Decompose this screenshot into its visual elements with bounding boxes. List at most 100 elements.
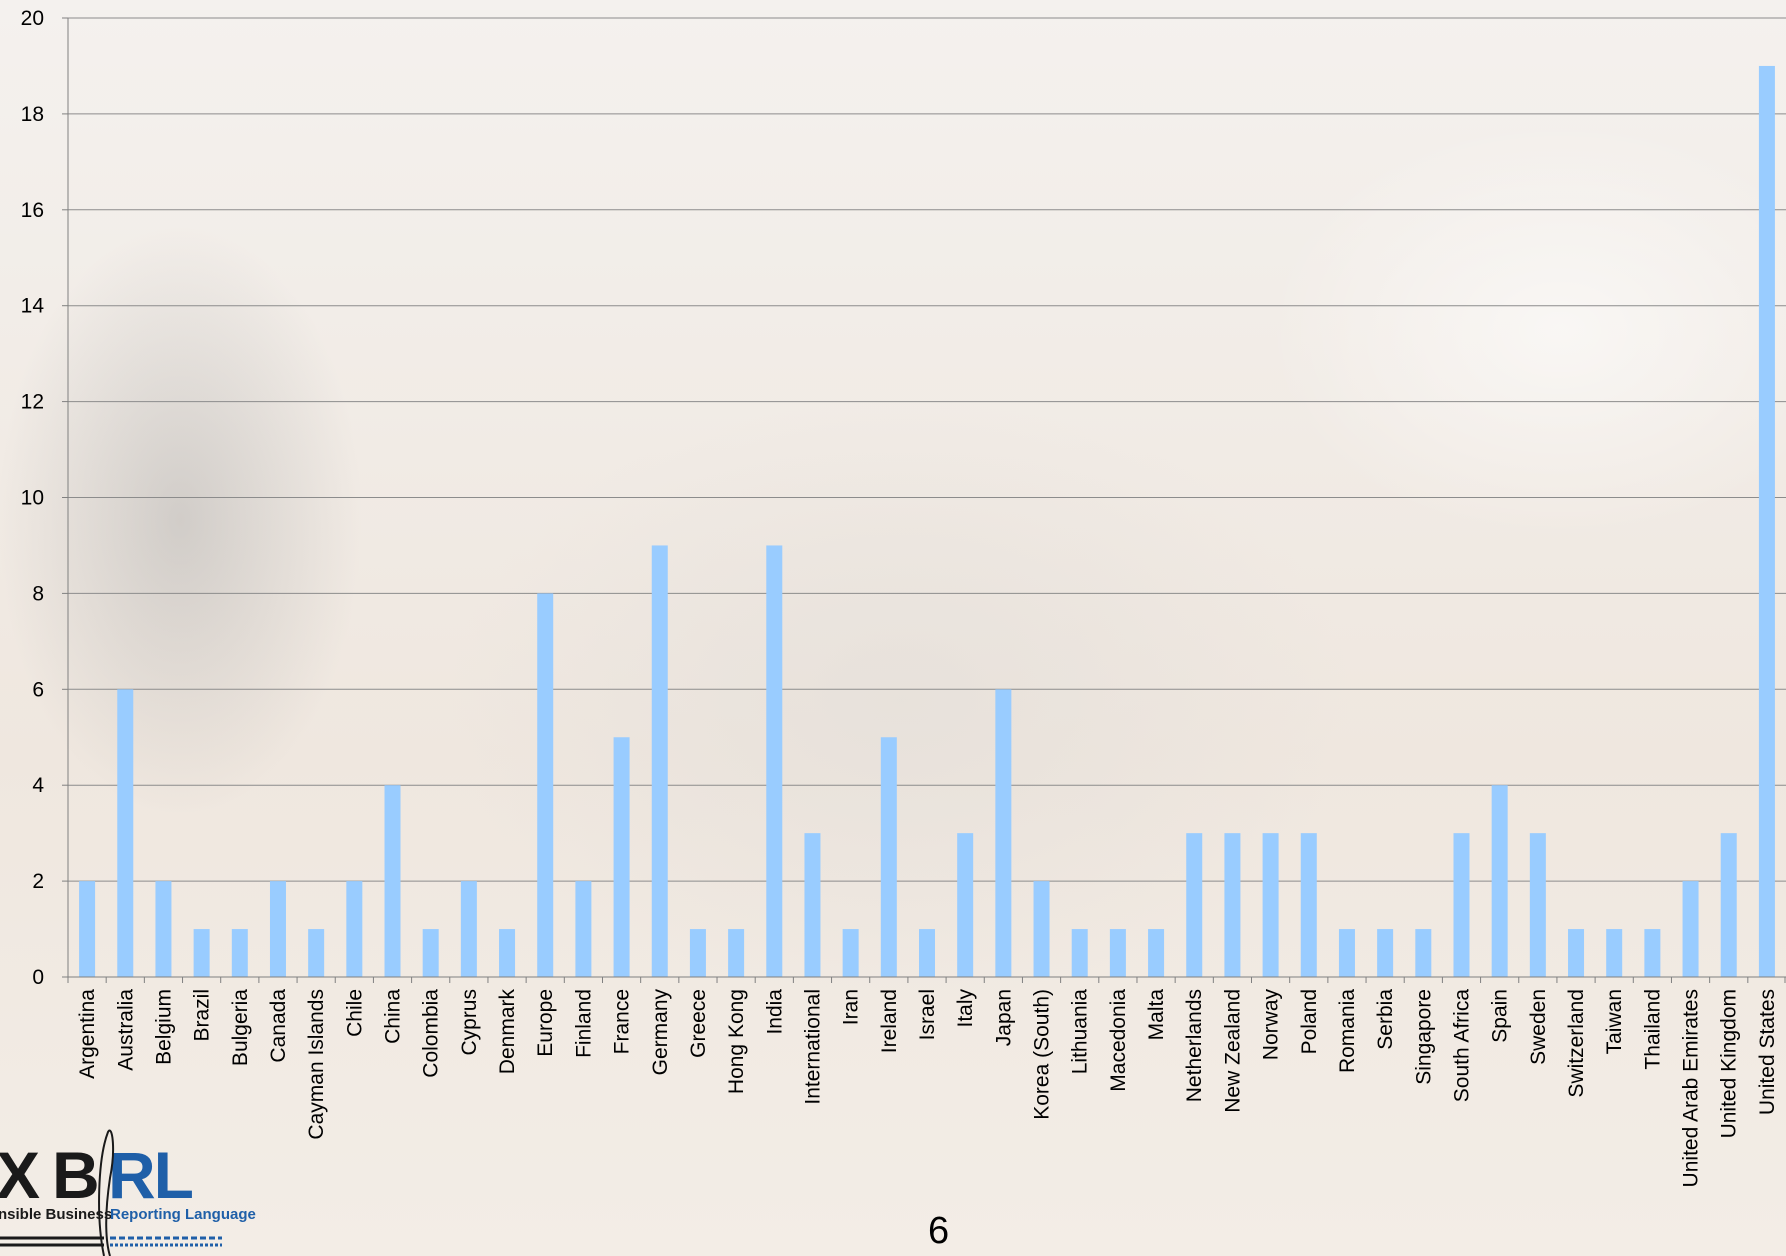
x-category-label: Iran — [840, 989, 863, 1025]
y-tick-label: 14 — [21, 295, 45, 318]
bar — [1262, 833, 1279, 977]
x-category-label: Germany — [649, 989, 672, 1076]
x-category-label: South Africa — [1450, 989, 1473, 1103]
x-category-label: Europe — [534, 989, 557, 1057]
y-tick-label: 0 — [32, 966, 44, 989]
x-category-label: Romania — [1336, 989, 1359, 1073]
y-tick-label: 16 — [21, 199, 44, 222]
x-category-label: Norway — [1260, 989, 1283, 1061]
bar — [155, 881, 172, 977]
bar — [231, 929, 248, 977]
bar — [346, 881, 363, 977]
x-category-label: Poland — [1298, 989, 1321, 1054]
logo-letters-rl: RL — [108, 1138, 194, 1212]
bar — [269, 881, 286, 977]
logo-subtitle-left: nsible Business — [0, 1206, 113, 1223]
x-category-label: Ireland — [878, 989, 901, 1053]
y-tick-label: 20 — [21, 7, 44, 30]
bar — [79, 881, 96, 977]
bar — [1224, 833, 1241, 977]
x-category-label: Hong Kong — [725, 989, 748, 1094]
bar — [766, 545, 783, 977]
bar — [1720, 833, 1737, 977]
x-category-label: Switzerland — [1565, 989, 1588, 1098]
x-category-label: Cayman Islands — [305, 989, 328, 1140]
bar — [613, 737, 630, 977]
x-category-label: Lithuania — [1069, 989, 1092, 1075]
bar — [1644, 929, 1661, 977]
x-category-label: Sweden — [1527, 989, 1550, 1065]
x-category-label: New Zealand — [1221, 989, 1244, 1113]
y-tick-label: 12 — [21, 391, 44, 414]
x-category-label: Cyprus — [458, 989, 481, 1056]
bar — [384, 785, 401, 977]
x-category-label: Denmark — [496, 989, 519, 1075]
bar — [1453, 833, 1470, 977]
x-category-label: Korea (South) — [1031, 989, 1054, 1120]
xbrl-logo: X B RL nsible Business Reporting Languag… — [0, 1118, 260, 1256]
bar — [1338, 929, 1355, 977]
x-category-label: United Kingdom — [1718, 989, 1741, 1138]
x-category-label: Netherlands — [1183, 989, 1206, 1102]
x-category-label: International — [801, 989, 824, 1105]
bar — [728, 929, 745, 977]
x-category-label: United States — [1756, 989, 1779, 1115]
bar — [1606, 929, 1623, 977]
x-category-label: Greece — [687, 989, 710, 1058]
x-category-label: Taiwan — [1603, 989, 1626, 1054]
x-category-label: Argentina — [76, 989, 99, 1079]
bar — [1377, 929, 1394, 977]
x-category-label: Israel — [916, 989, 939, 1040]
x-category-label: Malta — [1145, 989, 1168, 1041]
bar — [804, 833, 821, 977]
bar — [1529, 833, 1546, 977]
bar — [308, 929, 325, 977]
x-category-label: United Arab Emirates — [1680, 989, 1703, 1187]
bar — [651, 545, 668, 977]
y-tick-label: 10 — [21, 487, 44, 510]
logo-subtitle-right: Reporting Language — [110, 1206, 256, 1223]
bar — [117, 689, 134, 977]
bar — [1568, 929, 1585, 977]
x-category-label: Colombia — [420, 989, 443, 1078]
bar — [193, 929, 210, 977]
bar — [689, 929, 706, 977]
x-category-label: Finland — [572, 989, 595, 1058]
bar — [422, 929, 439, 977]
bar — [919, 929, 935, 977]
bar — [1300, 833, 1317, 977]
logo-letter-b: B — [52, 1138, 100, 1212]
x-category-label: Belgium — [152, 989, 175, 1065]
y-tick-labels: 0 2 4 6 8 10 12 14 16 18 20 — [21, 7, 45, 989]
bar — [460, 881, 477, 977]
bar — [1033, 881, 1050, 977]
bar — [1758, 65, 1775, 977]
bar — [499, 929, 516, 977]
x-category-label: Macedonia — [1107, 989, 1130, 1092]
bar — [1186, 833, 1203, 977]
bar — [842, 929, 859, 977]
x-category-label: Serbia — [1374, 989, 1397, 1050]
y-tick-label: 6 — [32, 678, 44, 701]
bar — [995, 689, 1012, 977]
bar — [1109, 929, 1126, 977]
bar — [957, 833, 974, 977]
x-category-label: China — [382, 989, 405, 1044]
bar — [1491, 785, 1508, 977]
x-category-label: Canada — [267, 989, 290, 1063]
axes — [62, 17, 1786, 983]
x-category-label: Japan — [992, 989, 1015, 1046]
x-category-label: Italy — [954, 989, 977, 1028]
page-number: 6 — [928, 1210, 950, 1252]
x-category-label: Australia — [114, 989, 137, 1071]
x-category-label: Bulgeria — [229, 989, 252, 1066]
x-category-label: Chile — [343, 989, 366, 1037]
x-category-label: Brazil — [191, 989, 214, 1042]
bar — [1415, 929, 1432, 977]
bar — [1071, 929, 1088, 977]
x-category-labels: Argentina Australia Belgium Brazil Bulgeria C… — [76, 989, 1779, 1188]
logo-letter-x: X — [0, 1138, 40, 1212]
bar — [537, 593, 554, 977]
x-category-label: Spain — [1489, 989, 1512, 1043]
